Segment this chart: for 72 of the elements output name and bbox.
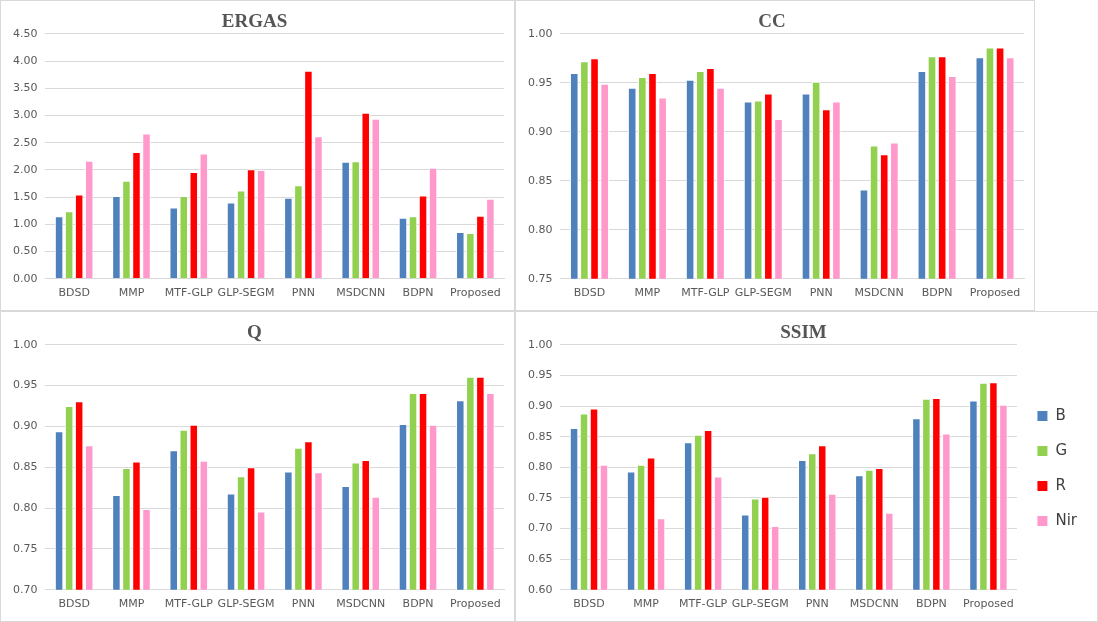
y-tick-label: 0.95 — [12, 378, 38, 392]
y-tick-label: 0.90 — [527, 124, 553, 138]
y-tick-label: 0.85 — [527, 173, 553, 187]
x-tick-label: PNN — [809, 286, 833, 300]
y-tick-label: 0.95 — [527, 368, 553, 382]
legend-label: R — [1055, 475, 1066, 494]
y-tick-label: 0.80 — [527, 222, 553, 236]
x-tick-label: BDPN — [402, 286, 434, 300]
y-tick-label: 0.85 — [527, 429, 553, 443]
x-tick-label: BDSD — [58, 597, 90, 611]
x-tick-label: MTF-GLP — [164, 286, 214, 300]
x-tick-label: BDSD — [58, 286, 90, 300]
x-tick-label: MMP — [118, 597, 145, 611]
y-tick-label: 2.50 — [12, 135, 38, 149]
x-tick-label: MSDCNN — [854, 286, 904, 300]
x-tick-label: PNN — [805, 597, 829, 611]
x-tick-label: Proposed — [450, 597, 501, 611]
x-tick-label: MSDCNN — [336, 286, 386, 300]
y-tick-label: 0.60 — [527, 582, 553, 596]
x-tick-label: MSDCNN — [336, 597, 386, 611]
y-tick-label: 0.90 — [527, 398, 553, 412]
y-tick-label: 1.00 — [12, 337, 38, 351]
x-tick-label: BDPN — [402, 597, 434, 611]
y-tick-label: 0.80 — [527, 460, 553, 474]
y-tick-label: 1.50 — [12, 189, 38, 203]
x-tick-label: Proposed — [963, 597, 1014, 611]
y-tick-label: 3.50 — [12, 81, 38, 95]
x-tick-label: BDPN — [915, 597, 947, 611]
x-tick-label: MTF-GLP — [164, 597, 214, 611]
y-tick-label: 0.50 — [12, 244, 38, 258]
y-tick-label: 0.75 — [527, 271, 553, 285]
y-tick-label: 1.00 — [527, 26, 553, 40]
x-tick-label: GLP-SEGM — [731, 597, 789, 611]
y-tick-label: 0.70 — [527, 521, 553, 535]
x-tick-label: MSDCNN — [849, 597, 899, 611]
y-tick-label: 3.00 — [12, 108, 38, 122]
y-tick-label: 2.00 — [12, 162, 38, 176]
legend-label: G — [1055, 440, 1068, 459]
x-tick-label: BDSD — [573, 286, 606, 300]
y-tick-label: 0.70 — [12, 582, 38, 596]
chart-title: Q — [247, 321, 262, 343]
y-tick-label: 0.65 — [527, 552, 553, 566]
x-tick-label: BDSD — [573, 597, 605, 611]
y-tick-label: 0.00 — [12, 271, 38, 285]
y-tick-label: 0.80 — [12, 500, 38, 514]
x-tick-label: PNN — [291, 286, 315, 300]
chart-title: CC — [758, 10, 786, 32]
legend-label: Nir — [1055, 510, 1078, 529]
x-tick-label: MTF-GLP — [681, 286, 730, 300]
y-tick-label: 0.95 — [527, 75, 553, 89]
x-tick-label: MMP — [633, 597, 660, 611]
y-tick-label: 1.00 — [527, 337, 553, 351]
y-tick-label: 0.90 — [12, 419, 38, 433]
legend-label: B — [1055, 405, 1066, 424]
x-tick-label: GLP-SEGM — [217, 597, 275, 611]
x-tick-label: MMP — [634, 286, 661, 300]
chart-title: SSIM — [780, 321, 827, 343]
chart-title: ERGAS — [221, 10, 288, 32]
x-tick-label: BDPN — [921, 286, 953, 300]
y-tick-label: 0.75 — [12, 541, 38, 555]
x-tick-label: MTF-GLP — [679, 597, 728, 611]
x-tick-label: PNN — [291, 597, 315, 611]
y-tick-label: 1.00 — [12, 217, 38, 231]
y-tick-label: 4.50 — [12, 26, 38, 40]
x-tick-label: Proposed — [969, 286, 1021, 300]
x-tick-label: GLP-SEGM — [217, 286, 275, 300]
x-tick-label: Proposed — [450, 286, 501, 300]
x-tick-label: MMP — [118, 286, 145, 300]
y-tick-label: 4.00 — [12, 53, 38, 67]
y-tick-label: 0.85 — [12, 460, 38, 474]
x-tick-label: GLP-SEGM — [734, 286, 792, 300]
y-tick-label: 0.75 — [527, 490, 553, 504]
